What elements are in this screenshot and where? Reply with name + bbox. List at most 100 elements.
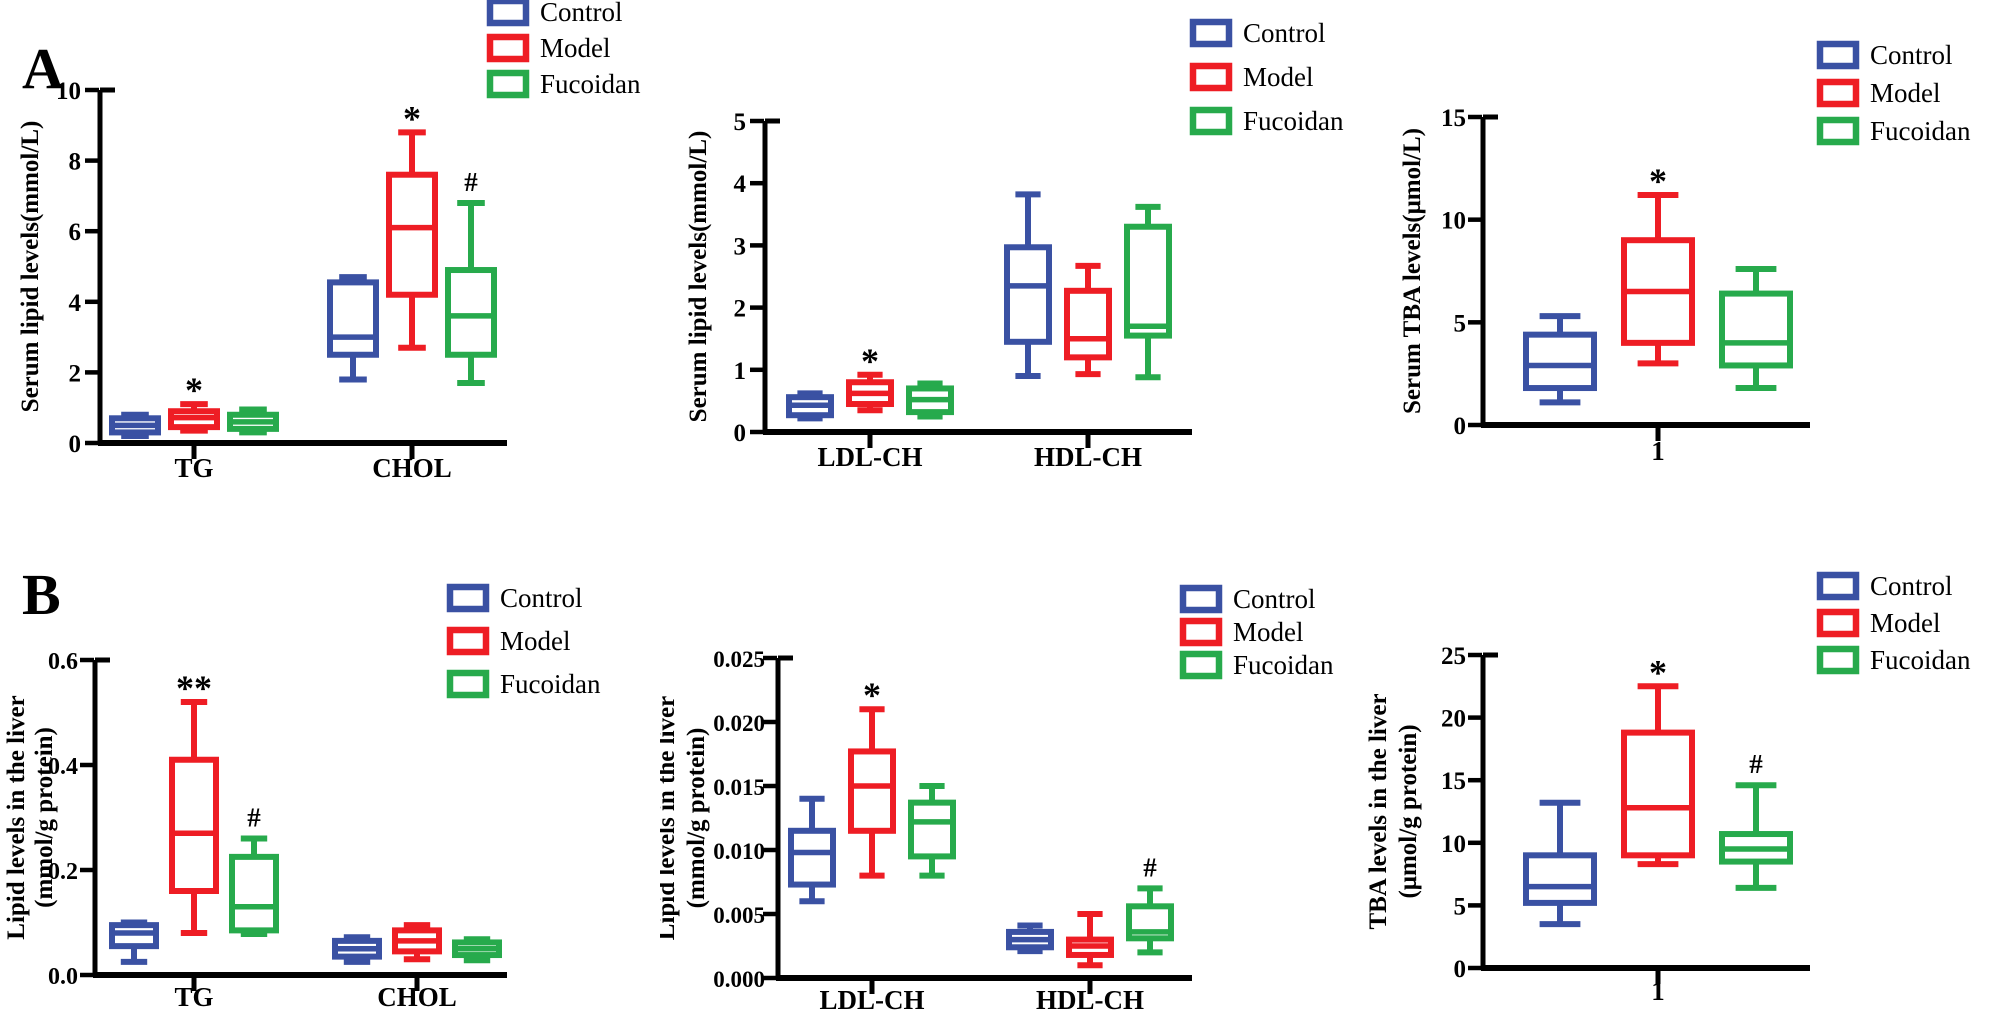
y-tick-label: 0.0 [48, 964, 78, 990]
panel-b2-chart: 0.000 0.005 0.010 0.015 0.020 0.025 LDL-CH HDL-… [660, 584, 1334, 1015]
y-tick-label: 5 [1454, 893, 1467, 920]
box-plot-model-0: * [846, 341, 894, 414]
legend-item-model: Model [446, 626, 571, 656]
significance-marker: # [1749, 749, 1763, 779]
y-tick-label: 0.020 [713, 711, 765, 736]
box-plot-model-1: * [386, 98, 438, 351]
box-plot-fucoidan-0 [906, 380, 954, 420]
y-tick-label: 4 [734, 171, 747, 198]
category-label: HDL-CH [1036, 985, 1144, 1015]
significance-marker: * [861, 341, 879, 381]
box-plot-control-0 [786, 390, 834, 422]
legend-label: Fucoidan [1870, 645, 1971, 675]
box-plot-model-0: ** [169, 668, 219, 936]
box-plot-control-0 [109, 411, 161, 439]
legend-label: Model [1870, 78, 1941, 108]
y-tick-label: 10 [56, 78, 81, 105]
y-axis-title: (μmol/g protein) [1395, 724, 1422, 898]
legend-swatch [1189, 62, 1233, 92]
box-plot-control-1 [332, 934, 382, 965]
legend-swatch [1816, 116, 1860, 146]
legend-swatch [1189, 106, 1233, 136]
y-tick-label: 0.015 [713, 775, 765, 800]
significance-marker: * [185, 370, 203, 410]
legend-label: Control [1243, 18, 1326, 48]
y-tick-label: 0 [734, 420, 747, 447]
box-plot-fucoidan-0 [1719, 265, 1793, 392]
y-tick-label: 3 [734, 233, 747, 260]
box-plot-model-0: * [1621, 161, 1695, 367]
y-tick-label: 0.010 [713, 839, 765, 864]
legend-swatch [1179, 650, 1223, 680]
legend-label: Control [1870, 571, 1953, 601]
y-tick-label: 0.2 [48, 859, 78, 885]
box-rect [1719, 290, 1793, 369]
box-rect [1064, 287, 1112, 361]
legend-label: Fucoidan [540, 69, 641, 99]
y-tick-label: 1 [734, 358, 747, 385]
legend-swatch [486, 0, 530, 27]
legend-swatch [1816, 78, 1860, 108]
legend-item-fucoidan: Fucoidan [1179, 650, 1334, 680]
significance-marker: ** [176, 668, 212, 708]
panel-letter-b: B [22, 562, 61, 627]
legend-label: Model [1870, 608, 1941, 638]
box-rect [229, 853, 279, 934]
y-tick-label: 5 [1454, 310, 1467, 337]
legend-item-control: Control [486, 0, 623, 27]
significance-marker: * [1649, 161, 1667, 201]
legend-swatch [486, 69, 530, 99]
legend-swatch [446, 583, 490, 613]
legend-label: Control [1870, 40, 1953, 70]
box-plot-fucoidan-1: # [1126, 852, 1174, 956]
y-tick-label: 10 [1441, 831, 1466, 858]
significance-marker: * [863, 675, 881, 715]
y-axis-title: Lipid levels in the liver [660, 696, 680, 940]
y-axis-title: Serum lipid levels(mmol/L) [685, 131, 712, 423]
box-plot-fucoidan-0: # [229, 803, 279, 938]
legend-label: Fucoidan [1870, 116, 1971, 146]
legend-swatch [1179, 617, 1223, 647]
y-axis-title: (mmol/g protein) [683, 728, 710, 909]
panel-a3-chart: 0 5 10 15 1 Serum TBA levels(μmol/L) * Control M… [1399, 40, 1971, 466]
y-axis-title: Serum lipid levels(mmol/L) [17, 121, 44, 413]
box-rect [848, 748, 896, 834]
legend-label: Fucoidan [1243, 106, 1344, 136]
y-tick-label: 0.025 [713, 647, 765, 672]
legend-item-fucoidan: Fucoidan [446, 669, 601, 699]
y-tick-label: 5 [734, 109, 747, 136]
box-plot-model-0: * [848, 675, 896, 879]
legend-item-fucoidan: Fucoidan [1816, 116, 1971, 146]
box-plot-model-1 [1066, 911, 1114, 969]
box-plot-model-1 [392, 922, 442, 963]
legend-swatch [1189, 18, 1233, 48]
y-tick-label: 2 [69, 360, 82, 387]
box-plot-control-1 [1006, 922, 1054, 955]
category-label: LDL-CH [817, 442, 922, 472]
legend-label: Model [1233, 617, 1304, 647]
box-rect [327, 279, 379, 358]
y-tick-label: 0.4 [48, 754, 78, 780]
y-axis-title: TBA levels in the liver [1365, 693, 1392, 929]
legend-item-model: Model [1179, 617, 1304, 647]
legend-item-fucoidan: Fucoidan [1816, 645, 1971, 675]
category-label: HDL-CH [1034, 442, 1142, 472]
significance-marker: * [403, 98, 421, 138]
box-plot-fucoidan-1: # [445, 167, 497, 386]
category-label: 1 [1651, 436, 1665, 466]
legend-label: Control [540, 0, 623, 27]
box-plot-control-1 [1004, 191, 1052, 380]
panel-b1-chart: 0.0 0.2 0.4 0.6 TG CHOL Lipid levels in the li… [3, 583, 601, 1012]
box-plot-model-1 [1064, 262, 1112, 378]
y-tick-label: 10 [1441, 208, 1466, 235]
panel-b3-chart: 0 5 10 15 20 25 1 TBA levels in the liver (μmol/… [1365, 571, 1971, 1006]
box-plot-fucoidan-1 [452, 936, 502, 964]
y-tick-label: 0.005 [713, 903, 765, 928]
category-label: CHOL [377, 982, 457, 1012]
legend-item-model: Model [1816, 608, 1941, 638]
legend-label: Fucoidan [500, 669, 601, 699]
box-plot-fucoidan-1 [1124, 203, 1172, 381]
box-plot-model-0: * [1621, 652, 1695, 868]
legend-label: Model [500, 626, 571, 656]
